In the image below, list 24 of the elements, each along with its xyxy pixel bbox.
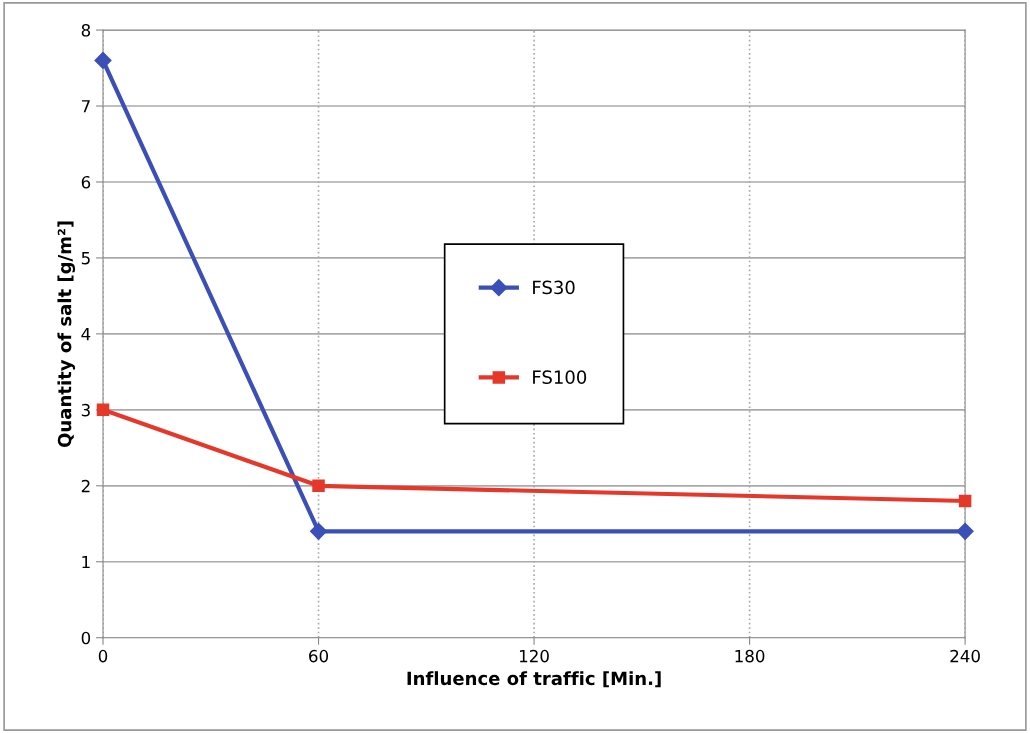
legend-label: FS100 bbox=[533, 370, 587, 384]
x-tick-label: 60 bbox=[309, 649, 329, 663]
y-tick-label: 1 bbox=[82, 555, 90, 569]
point bbox=[956, 522, 974, 540]
legend-label: FS30 bbox=[533, 280, 575, 295]
y-tick-label: 5 bbox=[81, 252, 90, 265]
y-tick-label: 3 bbox=[81, 403, 90, 417]
x-tick-label: 120 bbox=[519, 649, 549, 663]
y-tick-label: 6 bbox=[81, 175, 91, 189]
y-axis-title: Quantity of salt [g/m²] bbox=[57, 221, 76, 448]
point bbox=[312, 479, 325, 493]
y-tick-label: 7 bbox=[81, 100, 90, 113]
y-tick-label: 4 bbox=[81, 328, 91, 341]
x-axis-title: Influence of traffic [Min.] bbox=[407, 671, 661, 688]
x-tick-label: 240 bbox=[950, 649, 980, 663]
x-tick-label: 180 bbox=[735, 649, 765, 663]
point bbox=[96, 403, 110, 417]
y-tick-label: 2 bbox=[81, 479, 90, 493]
point bbox=[309, 522, 328, 540]
point bbox=[94, 51, 112, 69]
x-tick-label: 0 bbox=[98, 649, 108, 663]
y-tick-label: 0 bbox=[81, 631, 91, 645]
point bbox=[958, 494, 972, 508]
y-tick-label: 8 bbox=[81, 24, 91, 37]
